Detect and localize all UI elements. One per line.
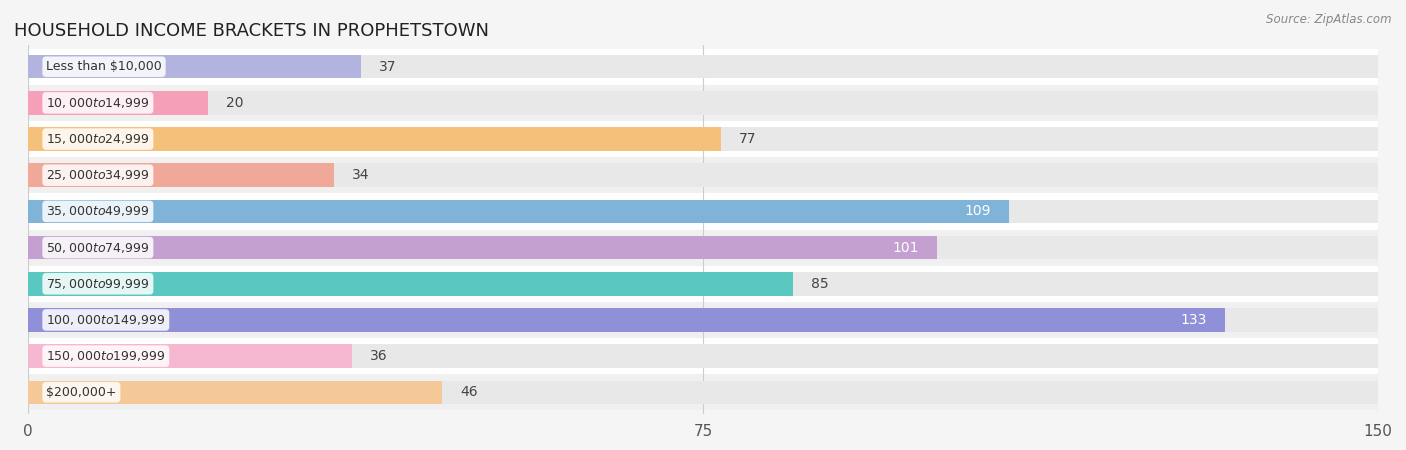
Bar	[28, 91, 208, 115]
Text: 46: 46	[460, 385, 478, 399]
Bar	[28, 200, 1010, 223]
Bar	[28, 308, 1225, 332]
Text: $100,000 to $149,999: $100,000 to $149,999	[46, 313, 166, 327]
Bar	[28, 163, 335, 187]
Text: $25,000 to $34,999: $25,000 to $34,999	[46, 168, 149, 182]
Text: 36: 36	[370, 349, 388, 363]
Bar	[28, 85, 1378, 121]
Text: Less than $10,000: Less than $10,000	[46, 60, 162, 73]
Text: $200,000+: $200,000+	[46, 386, 117, 399]
Bar	[28, 127, 1378, 151]
Bar	[28, 230, 1378, 266]
Bar	[28, 381, 1378, 404]
Bar	[28, 163, 1378, 187]
Bar	[28, 200, 1378, 223]
Text: 20: 20	[226, 96, 243, 110]
Bar	[28, 49, 1378, 85]
Text: $10,000 to $14,999: $10,000 to $14,999	[46, 96, 149, 110]
Bar	[28, 55, 1378, 78]
Bar	[28, 91, 1378, 115]
Bar	[28, 374, 1378, 410]
Text: 109: 109	[965, 204, 991, 218]
Bar	[28, 236, 936, 259]
Bar	[28, 308, 1378, 332]
Bar	[28, 157, 1378, 194]
Text: 77: 77	[740, 132, 756, 146]
Text: 37: 37	[380, 60, 396, 74]
Text: $15,000 to $24,999: $15,000 to $24,999	[46, 132, 149, 146]
Text: $75,000 to $99,999: $75,000 to $99,999	[46, 277, 149, 291]
Bar	[28, 344, 352, 368]
Bar	[28, 121, 1378, 157]
Bar	[28, 344, 1378, 368]
Text: $50,000 to $74,999: $50,000 to $74,999	[46, 241, 149, 255]
Text: 34: 34	[352, 168, 370, 182]
Text: 85: 85	[811, 277, 828, 291]
Bar	[28, 236, 1378, 259]
Bar	[28, 272, 1378, 296]
Text: 133: 133	[1181, 313, 1206, 327]
Text: 101: 101	[893, 241, 920, 255]
Text: HOUSEHOLD INCOME BRACKETS IN PROPHETSTOWN: HOUSEHOLD INCOME BRACKETS IN PROPHETSTOW…	[14, 22, 489, 40]
Bar	[28, 55, 361, 78]
Bar	[28, 338, 1378, 374]
Bar	[28, 194, 1378, 230]
Bar	[28, 127, 721, 151]
Bar	[28, 266, 1378, 302]
Text: $35,000 to $49,999: $35,000 to $49,999	[46, 204, 149, 218]
Bar	[28, 381, 441, 404]
Text: $150,000 to $199,999: $150,000 to $199,999	[46, 349, 166, 363]
Bar	[28, 302, 1378, 338]
Text: Source: ZipAtlas.com: Source: ZipAtlas.com	[1267, 14, 1392, 27]
Bar	[28, 272, 793, 296]
